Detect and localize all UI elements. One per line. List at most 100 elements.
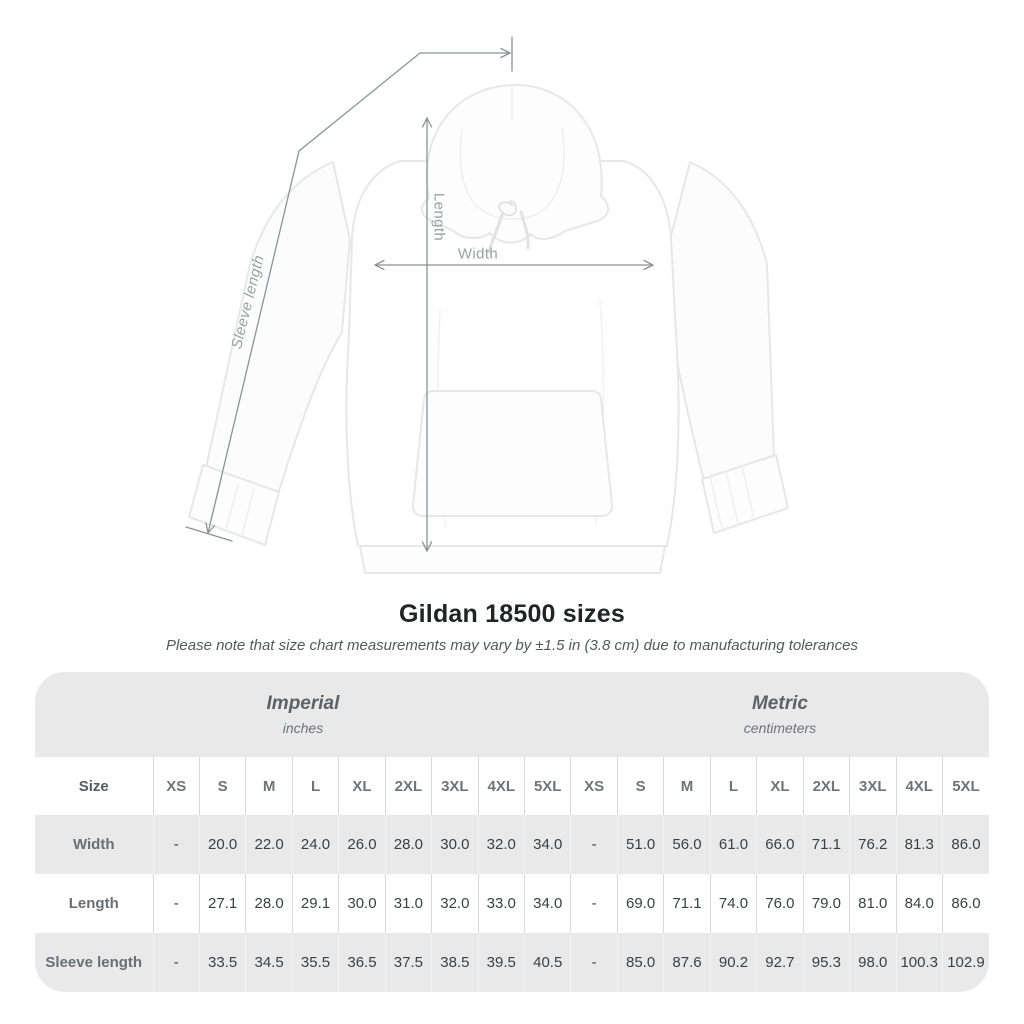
tolerance-note: Please note that size chart measurements… [166, 637, 858, 654]
metric-group-header: Metric centimeters [570, 672, 989, 757]
sleeve-length-measure-arrow [185, 36, 513, 542]
hoodie-hood [420, 83, 609, 244]
page-title: Gildan 18500 sizes [399, 600, 625, 628]
hoodie-diagram: Length Width Sleeve length [185, 36, 789, 574]
value-cell-imperial: 29.1 [291, 874, 339, 933]
title-block: Gildan 18500 sizes Please note that size… [0, 600, 1024, 654]
size-header-imperial-xl: XL [338, 757, 386, 815]
value-cell-metric: 71.1 [663, 874, 711, 933]
size-header-imperial-3xl: 3XL [431, 757, 479, 815]
size-header-imperial-2xl: 2XL [384, 757, 432, 815]
size-header-imperial-4xl: 4XL [477, 757, 525, 815]
size-header-row: Size XS S M L XL 2XL 3XL 4XL 5XL XS S M L XL 2XL 3XL 4XL… [35, 757, 989, 815]
hoodie-left-cuff [188, 464, 280, 546]
value-cell-imperial: 22.0 [245, 815, 293, 874]
value-cell-metric: 76.2 [849, 815, 896, 874]
value-cell-imperial: 39.5 [477, 933, 525, 992]
value-cell-imperial: 26.0 [338, 815, 386, 874]
length-measure-label: Length [430, 192, 448, 242]
value-cell-metric: 51.0 [616, 815, 664, 874]
hoodie-hem-band [359, 545, 666, 574]
imperial-group-title: Imperial [266, 693, 340, 714]
row-label: Width [72, 836, 115, 853]
value-cell-metric: 81.3 [895, 815, 943, 874]
value-cell-metric: 69.0 [616, 874, 664, 933]
value-cell-imperial: 31.0 [384, 874, 432, 933]
value-cell-metric: - [570, 933, 618, 992]
value-cell-imperial: - [152, 933, 200, 992]
hoodie-illustration [185, 36, 789, 574]
value-cell-imperial: 30.0 [338, 874, 386, 933]
metric-group-title: Metric [751, 693, 808, 714]
value-cell-metric: 66.0 [756, 815, 804, 874]
value-cell-imperial: 28.0 [384, 815, 432, 874]
value-cell-imperial: 36.5 [338, 933, 386, 992]
size-header-imperial-m: M [245, 757, 293, 815]
value-cell-imperial: 34.0 [523, 874, 571, 933]
value-cell-metric: 85.0 [616, 933, 664, 992]
measure-row-sleeve-length: Sleeve length -33.5 34.5 35.5 36.5 37.5 38.5 39… [35, 933, 989, 992]
hoodie-left-sleeve [205, 161, 351, 495]
value-cell-metric: 81.0 [849, 874, 896, 933]
size-header-metric-2xl: 2XL [802, 757, 850, 815]
width-measure-arrow [373, 259, 655, 271]
value-cell-imperial: 33.0 [477, 874, 525, 933]
value-cell-imperial: 32.0 [431, 874, 479, 933]
size-header-imperial-xs: XS [152, 757, 200, 815]
value-cell-imperial: 37.5 [384, 933, 432, 992]
size-header-metric-xl: XL [756, 757, 804, 815]
metric-group-unit: centimeters [743, 720, 817, 736]
hoodie-pocket [411, 390, 614, 517]
hood-opening-seam [459, 127, 565, 220]
measure-row-width: Width -20.0 22.0 24.0 26.0 28.0 30.0 32.0 34.0-5… [35, 815, 989, 874]
size-header-metric-5xl: 5XL [941, 757, 989, 815]
hood-drawstrings [487, 210, 530, 254]
size-header-imperial-s: S [198, 757, 246, 815]
value-cell-metric: - [570, 874, 618, 933]
value-cell-metric: 79.0 [802, 874, 850, 933]
measure-row-length: Length -27.1 28.0 29.1 30.0 31.0 32.0 33.0 34.0-… [35, 874, 989, 933]
imperial-group-unit: inches [282, 720, 324, 736]
size-table-container: Imperial inches Metric centimeters Size … [35, 672, 989, 992]
size-header-metric-m: M [663, 757, 711, 815]
value-cell-metric: 76.0 [756, 874, 804, 933]
value-cell-metric: 87.6 [663, 933, 711, 992]
size-column-header: Size [35, 757, 153, 815]
value-cell-metric: 90.2 [709, 933, 757, 992]
value-cell-metric: 92.7 [756, 933, 804, 992]
value-cell-imperial: 27.1 [198, 874, 246, 933]
value-cell-metric: 56.0 [663, 815, 711, 874]
row-label: Length [68, 895, 119, 912]
value-cell-imperial: 28.0 [245, 874, 293, 933]
value-cell-metric: 84.0 [895, 874, 943, 933]
size-header-metric-l: L [709, 757, 757, 815]
size-header-metric-s: S [616, 757, 664, 815]
size-header-metric-4xl: 4XL [895, 757, 943, 815]
value-cell-imperial: 30.0 [431, 815, 479, 874]
value-cell-metric: 86.0 [941, 815, 989, 874]
value-cell-imperial: 40.5 [523, 933, 571, 992]
value-cell-imperial: - [152, 815, 200, 874]
drawstring-knot [498, 200, 518, 217]
size-header-imperial-l: L [291, 757, 339, 815]
value-cell-metric: 98.0 [849, 933, 896, 992]
value-cell-metric: 71.1 [802, 815, 850, 874]
value-cell-imperial: 34.0 [523, 815, 571, 874]
width-measure-label: Width [457, 245, 499, 263]
row-label: Sleeve length [45, 954, 143, 971]
size-header-metric-3xl: 3XL [849, 757, 896, 815]
value-cell-imperial: - [152, 874, 200, 933]
value-cell-imperial: 33.5 [198, 933, 246, 992]
value-cell-metric: - [570, 815, 618, 874]
value-cell-metric: 86.0 [941, 874, 989, 933]
value-cell-metric: 74.0 [709, 874, 757, 933]
value-cell-metric: 95.3 [802, 933, 850, 992]
length-measure-arrow [421, 116, 433, 553]
value-cell-metric: 61.0 [709, 815, 757, 874]
value-cell-metric: 102.9 [941, 933, 989, 992]
size-header-imperial-5xl: 5XL [523, 757, 571, 815]
value-cell-imperial: 24.0 [291, 815, 339, 874]
value-cell-imperial: 35.5 [291, 933, 339, 992]
value-cell-imperial: 34.5 [245, 933, 293, 992]
